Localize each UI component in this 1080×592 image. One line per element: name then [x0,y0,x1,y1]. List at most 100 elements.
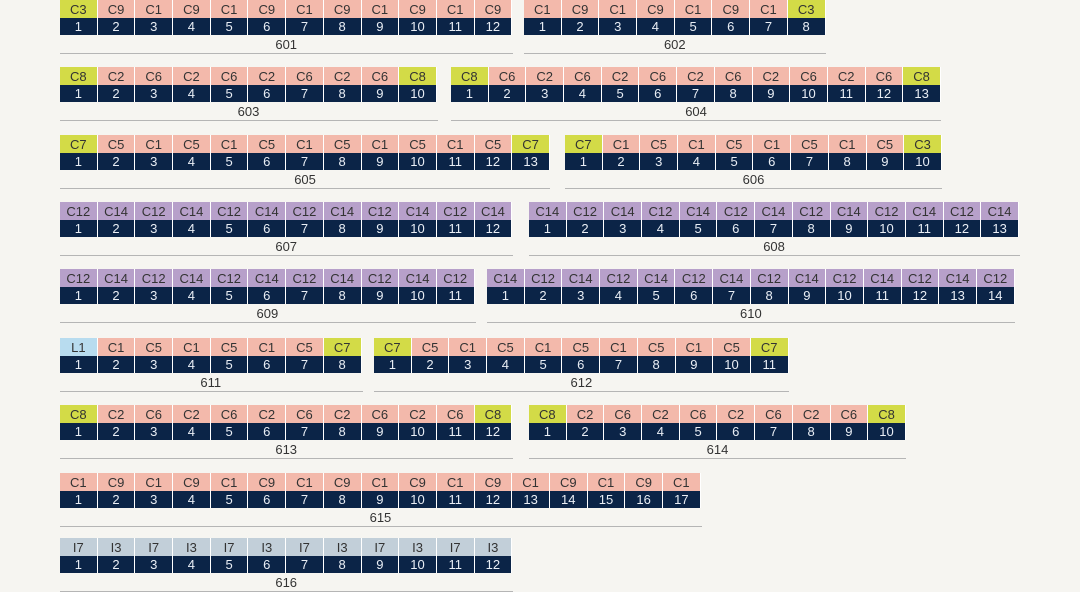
number-cell: 2 [488,85,527,102]
number-cell: 9 [361,556,400,573]
number-row: 1 2 3 4 5 6 7 8 9 10 11 [374,356,789,373]
number-cell: 12 [943,220,982,237]
code-cell: C5 [474,135,513,153]
code-cell: C12 [135,202,174,220]
number-cell: 3 [135,18,174,35]
code-row: C1 C9 C1 C9 C1 C9 C1 C9 C1 C9 C1 C9 C1 C9 C1 C9 C1 [60,473,702,491]
number-row: 1 2 3 4 5 6 7 8 9 10 11 [60,287,476,304]
code-cell: C12 [361,202,400,220]
code-cell: C14 [173,269,211,287]
number-cell: 11 [905,220,944,237]
code-cell: C12 [135,269,174,287]
code-row: C14 C12 C14 C12 C14 C12 C14 C12 C14 C12 C14 C12 C14 [529,202,1020,220]
group-label: 604 [685,104,707,119]
sequence-group-616: I7 I3 I7 I3 I7 I3 I7 I3 I7 I3 I7 I3 1 2 3 4 5 6 7 8 9 10 11 12 6… [60,538,513,592]
code-cell: C12 [361,269,400,287]
number-cell: 9 [361,423,400,440]
code-cell: C1 [524,0,562,18]
code-cell: C14 [905,202,944,220]
code-cell: C14 [97,269,136,287]
code-cell: C6 [361,405,400,423]
sequence-group-604: C8 C6 C2 C6 C2 C6 C2 C6 C2 C6 C2 C6 C8 1 2 3 4 5 6 7 8 9 10 11 1… [451,67,941,121]
code-cell: C2 [827,67,866,85]
code-row: C8 C2 C6 C2 C6 C2 C6 C2 C6 C2 C6 C8 [60,405,513,423]
group-label: 602 [663,37,686,52]
number-cell: 5 [715,153,754,170]
number-cell: 7 [286,18,324,35]
code-cell: C14 [863,269,902,287]
number-cell: 8 [323,287,362,304]
number-cell: 10 [399,220,437,237]
code-cell: C9 [474,473,513,491]
code-cell: C1 [361,473,400,491]
code-cell: C6 [639,67,678,85]
code-cell: C9 [474,0,513,18]
code-cell: C5 [97,135,136,153]
number-cell: 9 [675,356,714,373]
code-cell: C14 [713,269,751,287]
group-divider [529,255,1020,256]
number-cell: 6 [753,153,792,170]
number-cell: 3 [135,220,174,237]
number-cell: 10 [399,153,437,170]
code-cell: C12 [436,202,475,220]
code-cell: C1 [248,338,287,356]
code-cell: C1 [135,0,174,18]
code-cell: C1 [602,135,641,153]
number-cell: 14 [549,491,588,508]
code-cell: C14 [173,202,211,220]
number-cell: 8 [792,423,831,440]
number-cell: 3 [449,356,488,373]
number-cell: 3 [562,287,601,304]
group-label: 613 [275,442,298,457]
group-divider [60,255,513,256]
code-cell: C12 [675,269,714,287]
code-cell: C1 [135,135,174,153]
group-divider [60,53,513,54]
number-cell: 2 [97,220,136,237]
number-cell: 5 [210,356,249,373]
number-cell: 9 [361,287,400,304]
number-cell: 7 [286,491,324,508]
code-cell: I7 [361,538,400,556]
number-cell: 4 [487,356,525,373]
number-cell: 4 [173,18,211,35]
code-cell: C6 [564,67,602,85]
number-cell: 11 [436,556,475,573]
code-cell: C1 [210,0,249,18]
number-cell: 6 [717,220,756,237]
number-cell: 2 [566,423,605,440]
number-cell: 12 [474,220,513,237]
number-cell: 1 [524,18,562,35]
code-cell: C8 [60,67,98,85]
code-cell: C5 [713,338,751,356]
number-row: 1 2 3 4 5 6 7 8 9 10 11 12 13 [60,153,550,170]
number-row: 1 2 3 4 5 6 7 8 9 10 11 12 [60,220,513,237]
number-cell: 9 [361,18,400,35]
code-cell: C5 [562,338,601,356]
code-cell: C2 [526,67,565,85]
number-cell: 2 [97,556,136,573]
code-cell: C3 [60,0,98,18]
code-row: I7 I3 I7 I3 I7 I3 I7 I3 I7 I3 I7 I3 [60,538,513,556]
number-cell: 9 [361,85,400,102]
number-cell: 4 [173,356,211,373]
number-cell: 4 [173,491,211,508]
code-cell: C1 [524,338,563,356]
number-cell: 5 [210,18,249,35]
sequence-group-611: L1 C1 C5 C1 C5 C1 C5 C7 1 2 3 4 5 6 7 8 611 [60,338,363,392]
code-row: C7 C5 C1 C5 C1 C5 C1 C5 C1 C5 C1 C5 C7 [60,135,550,153]
number-cell: 8 [792,220,831,237]
code-row: C14 C12 C14 C12 C14 C12 C14 C12 C14 C12 C14 C12 C14 C… [487,269,1015,287]
code-cell: C6 [210,405,249,423]
number-cell: 1 [529,423,567,440]
number-cell: 7 [755,220,793,237]
code-cell: C14 [474,202,513,220]
number-cell: 11 [863,287,902,304]
number-cell: 12 [474,556,513,573]
group-label: 610 [740,306,762,321]
number-cell: 9 [830,423,869,440]
code-cell: C12 [566,202,605,220]
number-cell: 6 [248,18,287,35]
number-cell: 1 [60,423,98,440]
